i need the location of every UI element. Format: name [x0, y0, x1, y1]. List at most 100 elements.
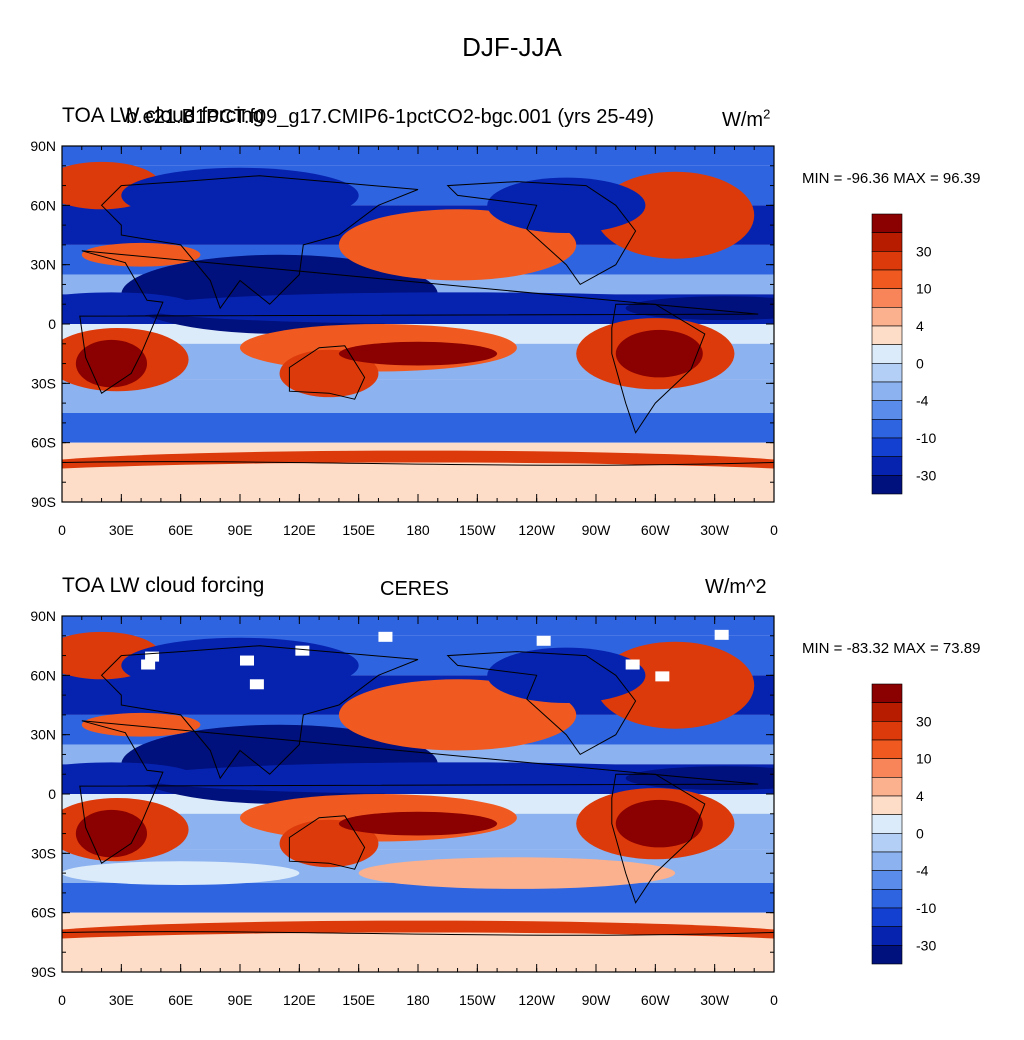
canada [487, 647, 646, 704]
middle-east [81, 242, 201, 267]
colorbar-swatch [871, 288, 903, 308]
missing-data [655, 671, 670, 682]
colorbar-swatch [871, 400, 903, 420]
canada [487, 177, 646, 234]
colorbar-label: -30 [916, 467, 936, 483]
colorbar-swatch [871, 814, 903, 834]
lon-label: 0 [770, 992, 778, 1008]
lon-label: 120W [518, 522, 555, 538]
africa-coast [79, 720, 759, 864]
itcz-pacific [141, 762, 774, 794]
colorbar-swatch [871, 795, 903, 815]
lon-label: 150E [342, 992, 375, 1008]
amazon-core [615, 329, 703, 378]
lat-label: 90N [30, 138, 56, 154]
lon-label: 0 [58, 992, 66, 1008]
colorbar-swatch [871, 739, 903, 759]
lat-label: 60N [30, 667, 56, 683]
lon-label: 120W [518, 992, 555, 1008]
colorbar-label: -4 [916, 863, 929, 879]
coastlines [62, 175, 774, 466]
colorbar-swatch [871, 213, 903, 233]
colorbar-swatch [871, 945, 903, 965]
lon-label: 60E [168, 992, 193, 1008]
colorbar-label: 30 [916, 713, 932, 729]
colorbar-swatch [871, 456, 903, 476]
colorbar-swatch [871, 251, 903, 271]
lat-label: 90S [31, 494, 56, 510]
australia [279, 349, 379, 398]
panel-minmax: MIN = -96.36 MAX = 96.39 [802, 170, 981, 187]
colorbar-swatch [871, 702, 903, 722]
colorbar: 30 10 4 0 -4 -10 -30 [871, 683, 936, 965]
panel-left-title: TOA LW cloud forcing [62, 104, 265, 127]
lon-label: 60W [641, 992, 671, 1008]
middle-east [81, 712, 201, 737]
eurasia-coast [100, 645, 419, 780]
missing-data [145, 651, 160, 662]
panel-observations: 90N 60N 30N 0 30S 60S 90S 0 30E 60E 90E 120E 150E 180… [0, 570, 1024, 1040]
lon-label: 150E [342, 522, 375, 538]
lon-label: 150W [459, 522, 496, 538]
map-field [62, 146, 774, 502]
amazon-core [615, 799, 703, 848]
colorbar-label: 4 [916, 318, 924, 334]
south-america-coast [611, 303, 706, 434]
itcz-atlantic [625, 766, 774, 791]
lon-label: 120E [283, 992, 316, 1008]
colorbar-swatch [871, 381, 903, 401]
panel-model: 90N 60N 30N 0 30S 60S 90S 0 30E 60E 90E 120E 150E 180… [0, 100, 1024, 570]
lat-label: 0 [48, 786, 56, 802]
missing-data [240, 655, 254, 666]
antarctic-pale [62, 462, 774, 502]
map-field [62, 616, 774, 972]
lon-label: 30W [700, 522, 730, 538]
colorbar-label: 0 [916, 355, 924, 371]
lon-label: 30E [109, 992, 134, 1008]
colorbar-swatch [871, 758, 903, 778]
lon-label: 60E [168, 522, 193, 538]
colorbar-swatch [871, 926, 903, 946]
africa-coast [79, 250, 759, 394]
colorbar-label: 10 [916, 281, 932, 297]
lon-label: 180 [406, 522, 430, 538]
colorbar-swatch [871, 307, 903, 327]
colorbar-swatch [871, 721, 903, 741]
colorbar-label: 0 [916, 825, 924, 841]
panel-left-title: TOA LW cloud forcing [62, 574, 265, 597]
north-pacific [338, 679, 577, 751]
australia [279, 819, 379, 868]
colorbar-swatch [871, 475, 903, 495]
itcz-pacific [141, 292, 774, 324]
eurasia-coast [100, 175, 419, 310]
south-indian [62, 861, 300, 885]
panel-center-title: CERES [380, 578, 449, 600]
lon-label: 60W [641, 522, 671, 538]
missing-data [295, 645, 310, 656]
missing-data [625, 659, 640, 670]
missing-data [141, 659, 156, 670]
lat-label: 90N [30, 608, 56, 624]
colorbar-swatch [871, 851, 903, 871]
north-america-coast [446, 181, 637, 286]
spcz [338, 341, 498, 366]
panel-units: W/m2 [722, 106, 771, 131]
antarctic-pale [62, 932, 774, 972]
colorbar-label: -10 [916, 430, 936, 446]
lat-label: 60S [31, 905, 56, 921]
australia-coast [288, 345, 366, 400]
lat-label: 90S [31, 964, 56, 980]
colorbar-swatch [871, 833, 903, 853]
lon-label: 90E [228, 522, 253, 538]
north-pacific [338, 209, 577, 281]
itcz-atlantic [625, 296, 774, 321]
panel-case-title: b.e21.B1PCT.f09_g17.CMIP6-1pctCO2-bgc.00… [126, 106, 655, 128]
missing-data [249, 679, 264, 690]
colorbar-label: -10 [916, 900, 936, 916]
colorbar-swatch [871, 907, 903, 927]
missing-data [378, 631, 393, 642]
lat-label: 30N [30, 257, 56, 273]
colorbar-swatch [871, 232, 903, 252]
panel-minmax: MIN = -83.32 MAX = 73.89 [802, 640, 981, 657]
